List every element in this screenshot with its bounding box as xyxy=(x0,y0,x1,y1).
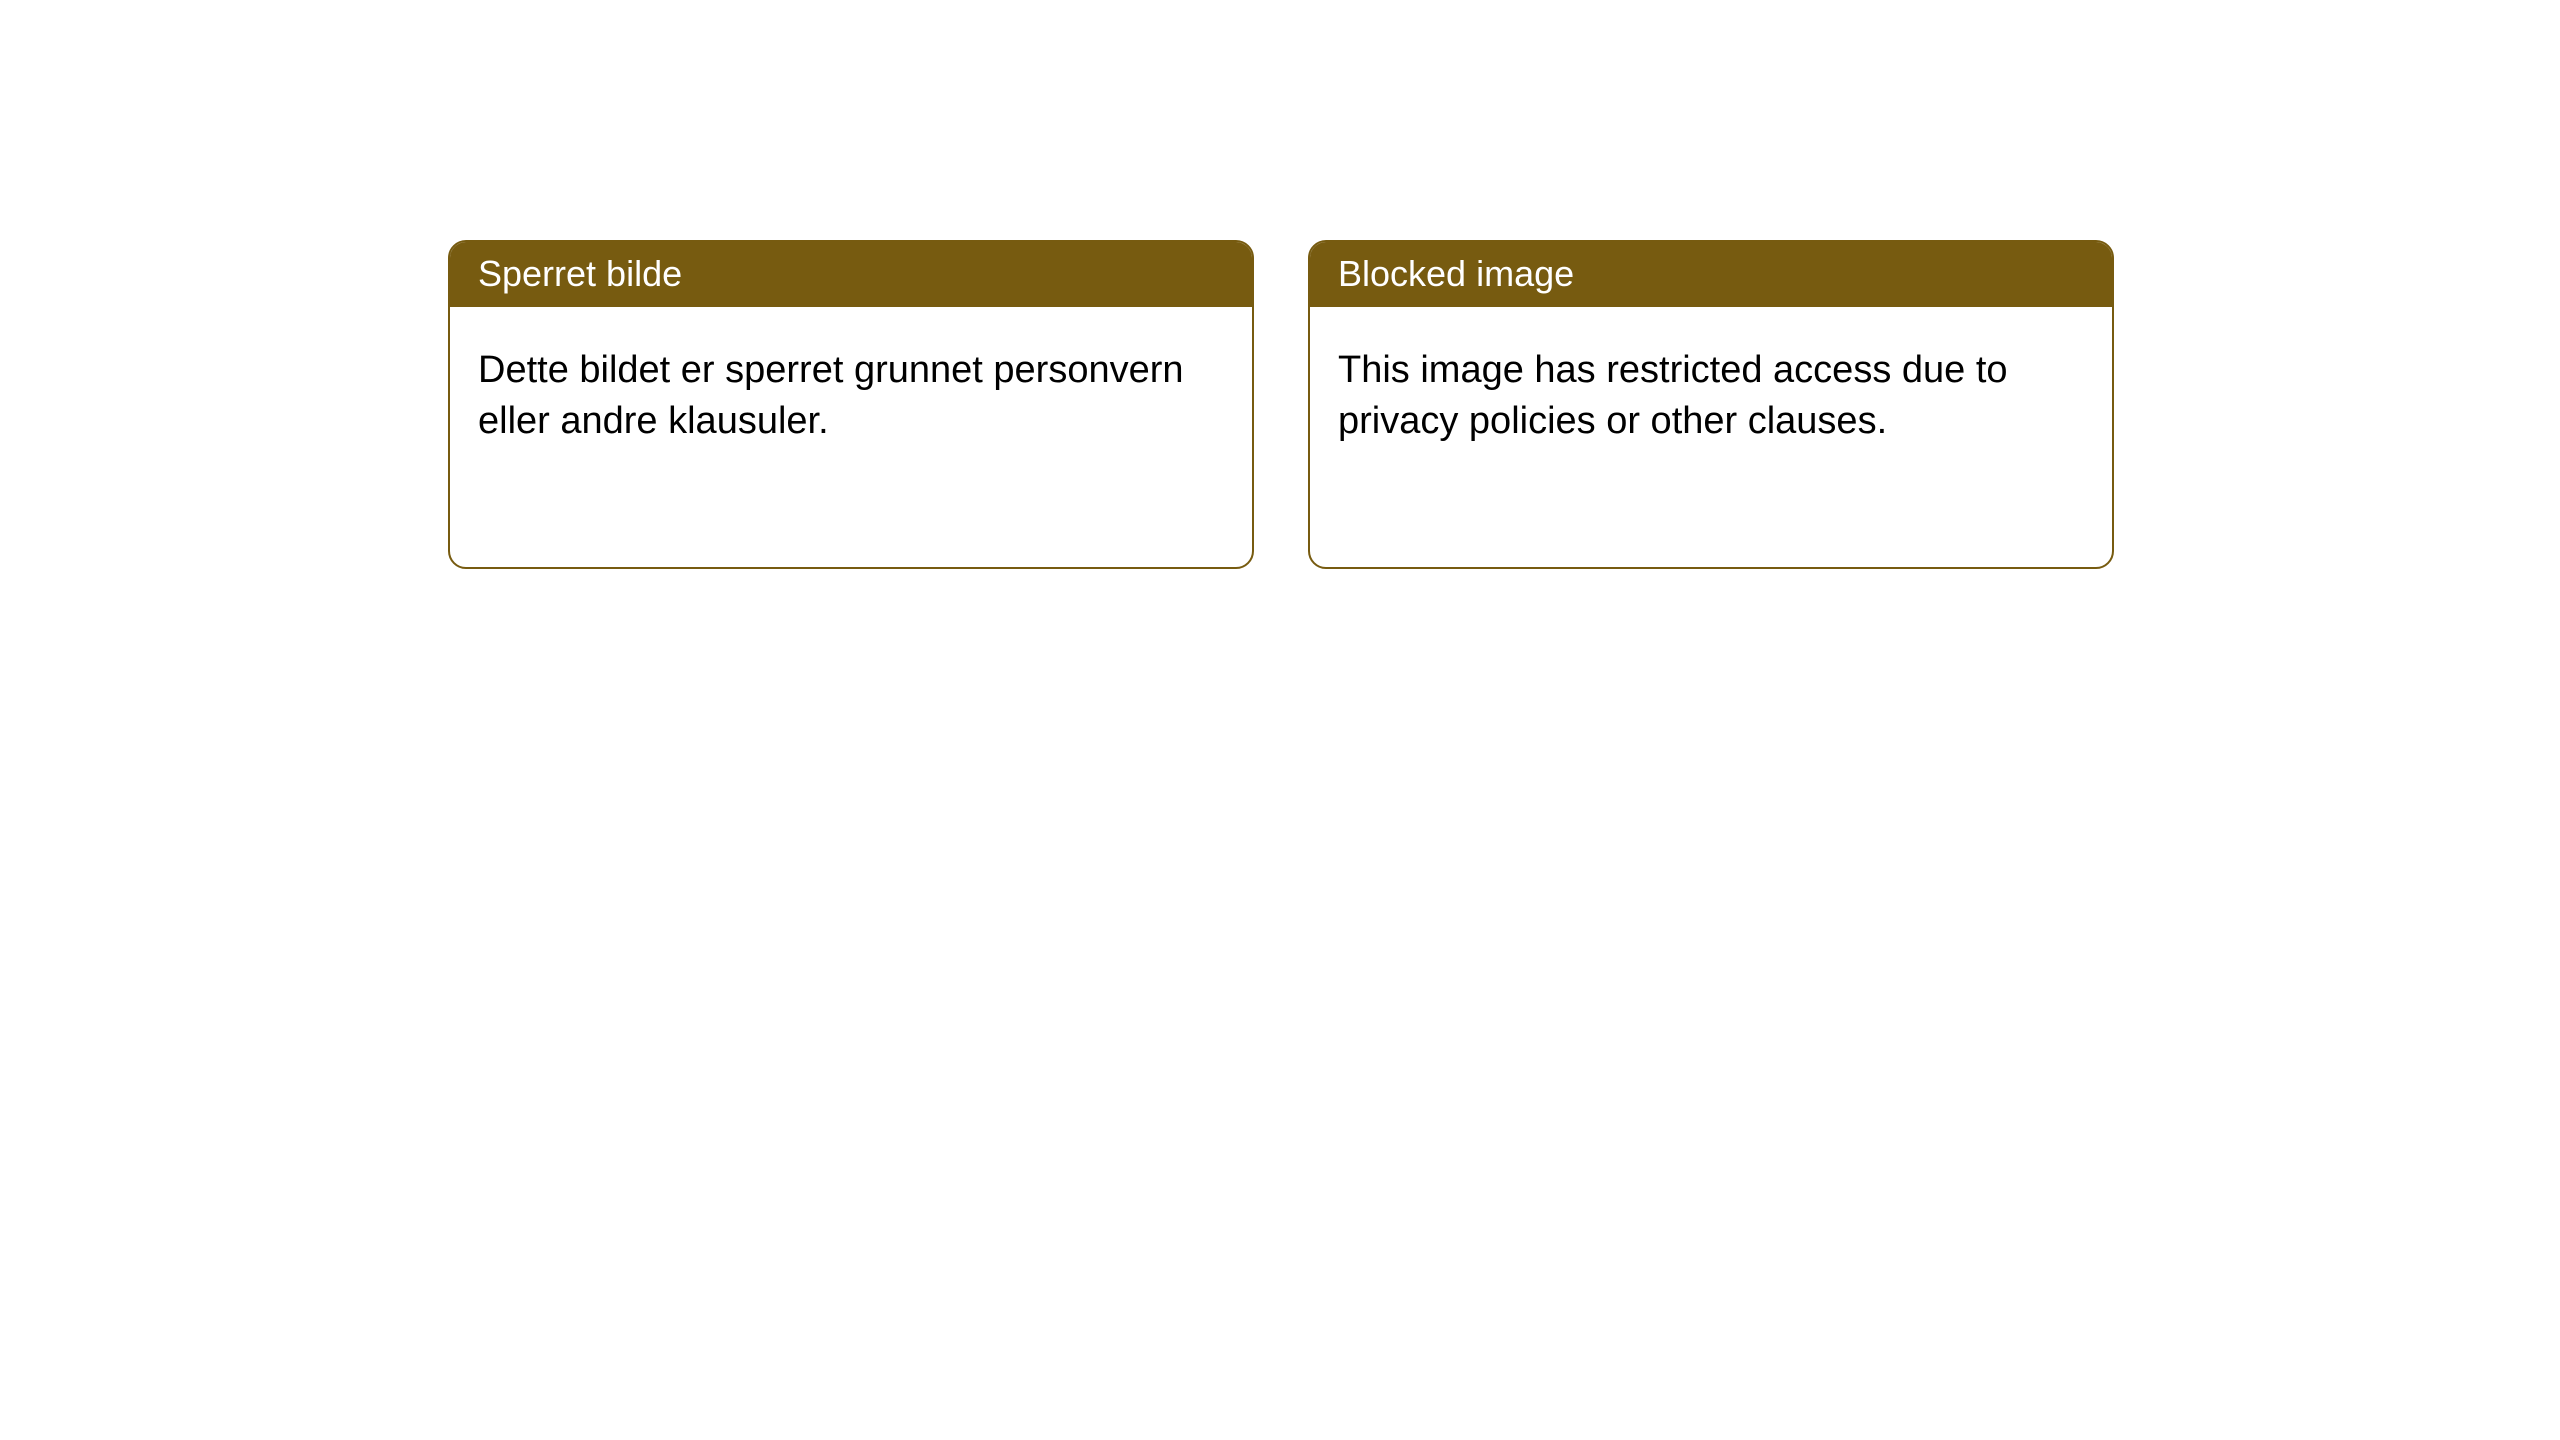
notice-title-no: Sperret bilde xyxy=(450,242,1252,307)
notice-body-no: Dette bildet er sperret grunnet personve… xyxy=(450,307,1252,567)
notice-box-no: Sperret bilde Dette bildet er sperret gr… xyxy=(448,240,1254,569)
notice-box-en: Blocked image This image has restricted … xyxy=(1308,240,2114,569)
notice-body-en: This image has restricted access due to … xyxy=(1310,307,2112,567)
notice-title-en: Blocked image xyxy=(1310,242,2112,307)
notice-container: Sperret bilde Dette bildet er sperret gr… xyxy=(0,0,2560,569)
